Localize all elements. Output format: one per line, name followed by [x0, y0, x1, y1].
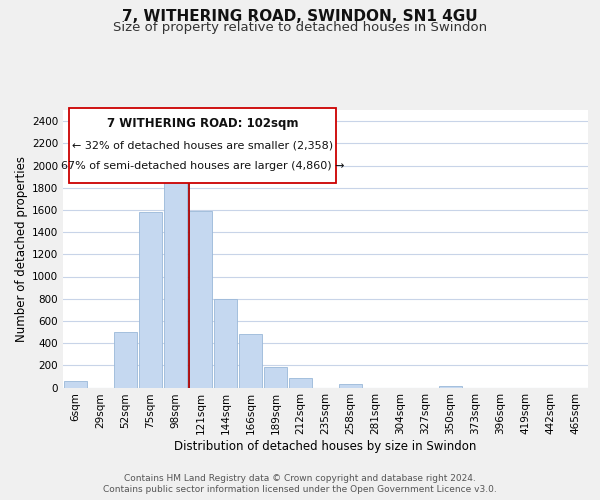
Text: 7, WITHERING ROAD, SWINDON, SN1 4GU: 7, WITHERING ROAD, SWINDON, SN1 4GU — [122, 9, 478, 24]
Y-axis label: Number of detached properties: Number of detached properties — [15, 156, 28, 342]
Bar — [289, 378, 312, 388]
Bar — [264, 367, 287, 388]
Text: Contains HM Land Registry data © Crown copyright and database right 2024.: Contains HM Land Registry data © Crown c… — [124, 474, 476, 483]
Bar — [139, 212, 162, 388]
Bar — [214, 298, 237, 388]
Bar — [239, 334, 262, 388]
Text: 67% of semi-detached houses are larger (4,860) →: 67% of semi-detached houses are larger (… — [61, 161, 344, 171]
Bar — [339, 384, 362, 388]
Bar — [439, 386, 462, 388]
Text: 7 WITHERING ROAD: 102sqm: 7 WITHERING ROAD: 102sqm — [107, 118, 298, 130]
Bar — [164, 170, 187, 388]
Text: Size of property relative to detached houses in Swindon: Size of property relative to detached ho… — [113, 22, 487, 35]
Bar — [114, 332, 137, 388]
Text: Contains public sector information licensed under the Open Government Licence v3: Contains public sector information licen… — [103, 485, 497, 494]
Text: ← 32% of detached houses are smaller (2,358): ← 32% of detached houses are smaller (2,… — [72, 140, 333, 150]
X-axis label: Distribution of detached houses by size in Swindon: Distribution of detached houses by size … — [175, 440, 476, 453]
Bar — [189, 211, 212, 388]
Bar — [64, 382, 87, 388]
